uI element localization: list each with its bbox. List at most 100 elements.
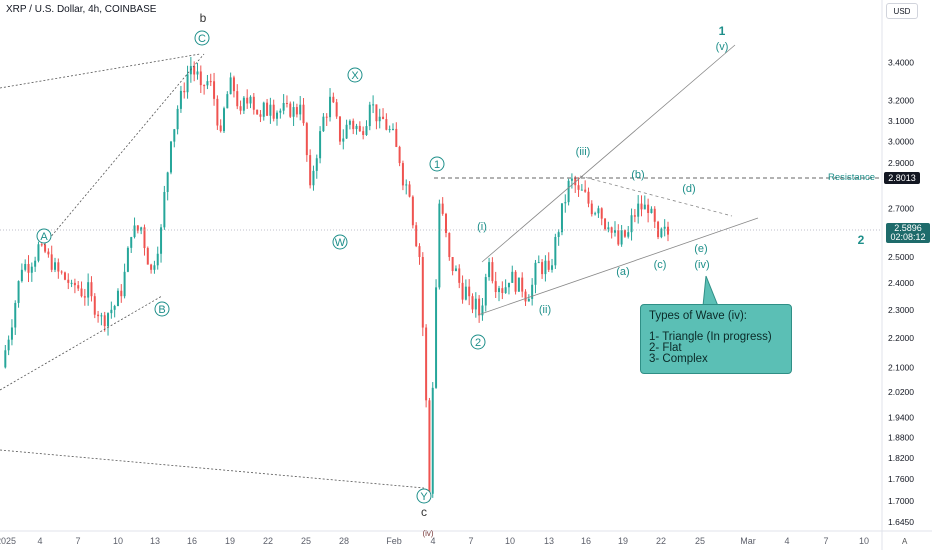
candle-body bbox=[660, 228, 663, 238]
wave-label-B-circle bbox=[154, 301, 170, 317]
wave-label-i: (i) bbox=[477, 221, 487, 233]
candle-body bbox=[541, 262, 544, 275]
candle-body bbox=[276, 112, 279, 119]
candle-body bbox=[272, 104, 275, 119]
y-tick-label: 1.8200 bbox=[888, 453, 914, 463]
y-tick-label: 1.6450 bbox=[888, 517, 914, 527]
channel-lower-line[interactable] bbox=[477, 217, 759, 316]
candle-body bbox=[57, 262, 60, 272]
triangle-upper-line[interactable] bbox=[579, 175, 733, 217]
x-tick-label: 4 bbox=[37, 536, 42, 546]
candle-body bbox=[156, 253, 159, 266]
x-tick-label: 10 bbox=[113, 536, 123, 546]
candle-body bbox=[219, 125, 222, 132]
wave-label-Y: Y bbox=[420, 491, 428, 503]
dotted-line-lower-left[interactable] bbox=[0, 295, 163, 391]
candle-body bbox=[305, 123, 308, 156]
y-tick-label: 2.4000 bbox=[888, 278, 914, 288]
candle-body bbox=[494, 281, 497, 293]
candle-body bbox=[24, 263, 27, 270]
candle-body bbox=[213, 81, 216, 99]
candle-body bbox=[435, 287, 438, 388]
current-price: 2.5896 bbox=[894, 223, 922, 233]
x-tick-label: 4 bbox=[784, 536, 789, 546]
x-tick-label: 16 bbox=[187, 536, 197, 546]
candle-body bbox=[236, 91, 239, 107]
candle-body bbox=[123, 271, 126, 297]
candle-body bbox=[584, 189, 587, 192]
candle-body bbox=[107, 313, 110, 327]
wave-label-W: W bbox=[335, 237, 346, 249]
currency-button[interactable]: USD bbox=[886, 3, 918, 19]
candle-body bbox=[54, 262, 57, 270]
candle-body bbox=[405, 184, 408, 186]
wave-label-a: (a) bbox=[616, 266, 629, 278]
candle-body bbox=[594, 213, 597, 215]
candle-body bbox=[338, 116, 341, 142]
candle-body bbox=[653, 208, 656, 222]
candle-body bbox=[173, 129, 176, 142]
candle-body bbox=[564, 202, 567, 204]
wave-label-C-circle bbox=[194, 30, 210, 46]
wave-label-W-circle bbox=[332, 234, 348, 250]
candle-body bbox=[27, 263, 30, 273]
candle-body bbox=[73, 282, 76, 286]
candle-body bbox=[501, 288, 504, 294]
candle-body bbox=[617, 230, 620, 245]
candle-body bbox=[256, 109, 259, 115]
candle-body bbox=[266, 102, 269, 116]
candle-body bbox=[14, 302, 17, 328]
candle-body bbox=[63, 272, 66, 280]
candle-body bbox=[120, 290, 123, 297]
x-tick-label: 28 bbox=[339, 536, 349, 546]
candle-body bbox=[279, 110, 282, 113]
x-tick-label: Feb bbox=[386, 536, 402, 546]
candle-body bbox=[10, 327, 13, 340]
wave-types-note[interactable]: Types of Wave (iv): 1- Triangle (In prog… bbox=[640, 304, 792, 374]
candle-body bbox=[551, 265, 554, 270]
candle-body bbox=[468, 286, 471, 297]
candle-body bbox=[454, 268, 457, 272]
wave-label-X-circle bbox=[347, 67, 363, 83]
y-tick-label: 3.0000 bbox=[888, 137, 914, 147]
candle-body bbox=[285, 102, 288, 104]
candle-body bbox=[560, 203, 563, 233]
candle-body bbox=[554, 237, 557, 266]
candle-body bbox=[590, 203, 593, 215]
candle-body bbox=[507, 282, 510, 288]
y-tick-label: 1.8800 bbox=[888, 432, 914, 442]
candle-body bbox=[587, 191, 590, 204]
dotted-line-a-c[interactable] bbox=[43, 53, 205, 246]
candle-body bbox=[160, 227, 163, 254]
candle-body bbox=[415, 225, 418, 247]
channel-upper-line[interactable] bbox=[481, 44, 736, 263]
y-tick-label: 2.7000 bbox=[888, 203, 914, 213]
candle-body bbox=[521, 277, 524, 292]
candle-body bbox=[50, 254, 53, 270]
auto-scale-button[interactable]: A bbox=[902, 537, 908, 546]
y-tick-label: 2.3000 bbox=[888, 305, 914, 315]
candle-body bbox=[385, 119, 388, 130]
candle-body bbox=[481, 305, 484, 316]
dotted-line-bottom[interactable] bbox=[0, 449, 425, 489]
candle-body bbox=[368, 104, 371, 127]
candle-body bbox=[186, 74, 189, 93]
candle-body bbox=[352, 120, 355, 130]
candle-body bbox=[491, 262, 494, 282]
candle-body bbox=[20, 269, 23, 282]
candle-body bbox=[408, 184, 411, 197]
x-tick-label: 2025 bbox=[0, 536, 16, 546]
candle-body bbox=[246, 97, 249, 104]
candle-body bbox=[90, 282, 93, 297]
candle-body bbox=[166, 172, 169, 192]
candle-body bbox=[100, 315, 103, 317]
candle-body bbox=[633, 215, 636, 217]
candle-body bbox=[242, 97, 245, 111]
x-tick-label: 19 bbox=[618, 536, 628, 546]
wave-label-c-small: (c) bbox=[654, 259, 667, 271]
dotted-line-upper-left[interactable] bbox=[0, 53, 201, 89]
candle-body bbox=[30, 266, 33, 273]
candle-body bbox=[252, 96, 255, 110]
